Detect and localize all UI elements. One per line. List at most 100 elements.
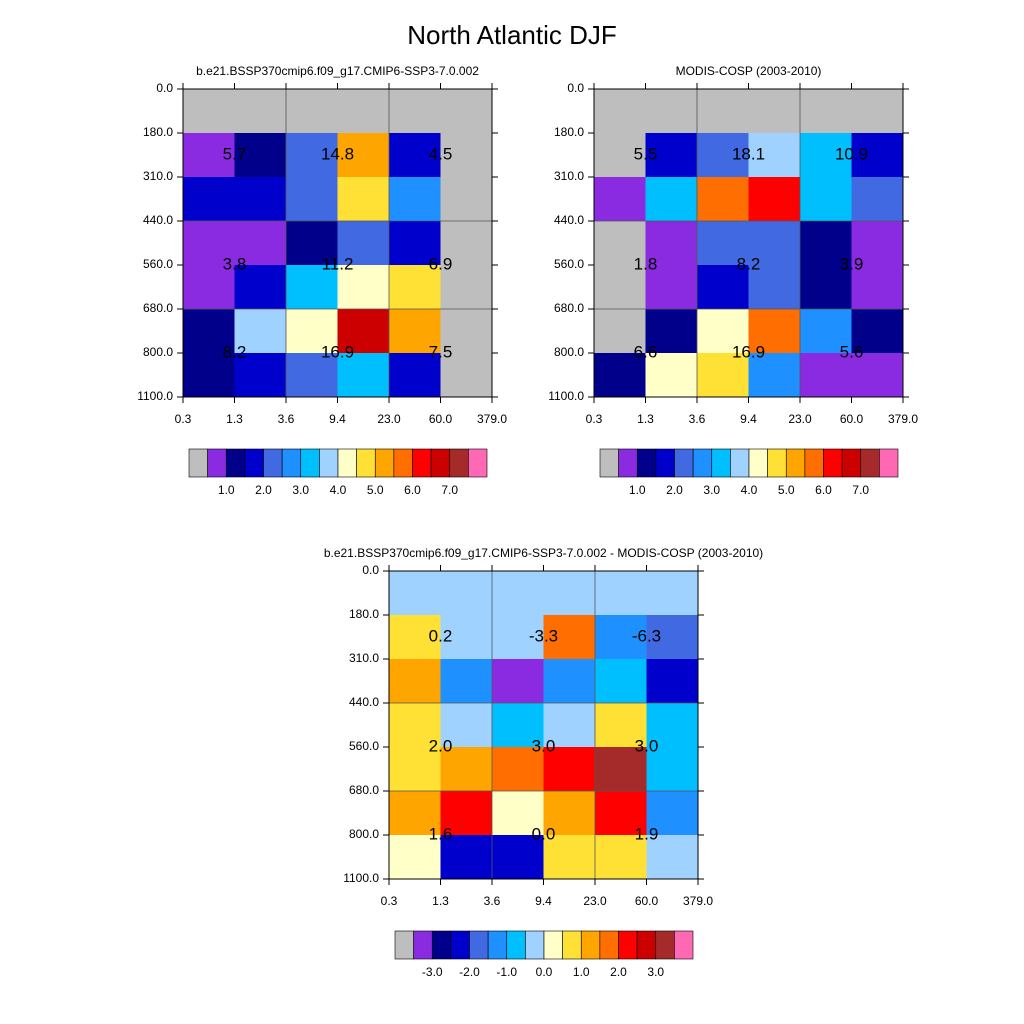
y-tick-label: 310.0: [143, 169, 173, 183]
y-tick-label: 680.0: [143, 301, 173, 315]
cell: [389, 747, 441, 792]
x-tick-label: 1.3: [637, 412, 654, 426]
cell: [389, 177, 441, 222]
block-label: 3.0: [635, 736, 659, 755]
cell: [543, 791, 596, 836]
y-tick-label: 180.0: [554, 125, 584, 139]
colorbar-box: [599, 448, 619, 478]
colorbar-box: [281, 448, 302, 478]
colorbar-box: [767, 448, 787, 478]
cell: [389, 89, 441, 134]
block-label: 8.2: [223, 342, 247, 361]
x-tick-label: 23.0: [377, 412, 401, 426]
y-tick-label: 1100.0: [137, 389, 173, 403]
colorbar-box: [618, 930, 638, 960]
colorbar-box: [506, 930, 526, 960]
cell: [234, 221, 287, 266]
cell: [594, 309, 646, 354]
block-label: 4.5: [429, 144, 453, 163]
cell: [183, 177, 235, 222]
cell: [440, 309, 493, 354]
colorbar-box: [374, 448, 395, 478]
cell: [286, 309, 338, 354]
colorbar-box: [860, 448, 880, 478]
colorbar-label: 4.0: [330, 483, 347, 497]
cell: [492, 791, 544, 836]
cell: [440, 177, 493, 222]
colorbar-box: [562, 930, 582, 960]
block-label: 11.2: [322, 254, 354, 273]
cell: [389, 791, 441, 836]
colorbar-box: [543, 930, 563, 960]
colorbar-box: [618, 448, 638, 478]
colorbar-box: [636, 930, 657, 960]
cell: [286, 265, 338, 310]
cell: [389, 265, 441, 310]
cell: [646, 835, 699, 880]
y-tick-label: 180.0: [143, 125, 173, 139]
colorbar-box: [730, 448, 750, 478]
cell: [543, 835, 596, 880]
cell: [594, 353, 646, 398]
colorbar-box: [879, 448, 899, 478]
x-tick-label: 60.0: [840, 412, 864, 426]
cell: [492, 571, 544, 616]
colorbar-label: 3.0: [647, 965, 664, 979]
colorbar-box: [263, 448, 283, 478]
colorbar-box: [188, 448, 208, 478]
y-tick-label: 180.0: [349, 607, 379, 621]
colorbar-box: [674, 930, 694, 960]
cell: [594, 265, 646, 310]
y-tick-label: 0.0: [156, 81, 173, 95]
cell: [594, 89, 646, 134]
cell: [440, 615, 493, 660]
cell: [337, 309, 390, 354]
cell: [800, 89, 852, 134]
cell: [800, 221, 852, 266]
block-label: 3.0: [532, 736, 556, 755]
cell: [543, 703, 596, 748]
cell: [645, 309, 698, 354]
cell: [851, 309, 904, 354]
y-tick-label: 680.0: [554, 301, 584, 315]
cell: [234, 353, 287, 398]
y-tick-label: 1100.0: [343, 871, 379, 885]
colorbar-label: 7.0: [441, 483, 458, 497]
x-tick-label: 23.0: [583, 894, 607, 908]
colorbar-box: [449, 448, 469, 478]
cell: [492, 615, 544, 660]
block-label: 1.8: [634, 254, 658, 273]
block-label: 5.6: [840, 342, 864, 361]
cell: [851, 353, 904, 398]
cell: [440, 659, 493, 704]
cell: [543, 659, 596, 704]
cell: [389, 659, 441, 704]
cell: [697, 133, 749, 178]
cell: [183, 89, 235, 134]
colorbar-box: [636, 448, 657, 478]
cell: [543, 571, 596, 616]
cell: [697, 221, 749, 266]
cell: [748, 265, 801, 310]
colorbar-box: [692, 448, 713, 478]
block-label: 16.9: [732, 342, 765, 361]
colorbar-box: [450, 930, 470, 960]
cell: [697, 177, 749, 222]
cell: [337, 177, 390, 222]
cell: [440, 133, 493, 178]
x-tick-label: 23.0: [788, 412, 812, 426]
cell: [595, 703, 647, 748]
cell: [492, 835, 544, 880]
x-tick-label: 1.3: [226, 412, 243, 426]
x-tick-label: 379.0: [683, 894, 713, 908]
block-label: 5.7: [223, 144, 247, 163]
block-label: 18.1: [732, 144, 765, 163]
colorbar-label: 1.0: [218, 483, 235, 497]
cell: [800, 133, 852, 178]
cell: [645, 265, 698, 310]
y-tick-label: 310.0: [554, 169, 584, 183]
block-label: 6.6: [634, 342, 658, 361]
colorbar-box: [748, 448, 768, 478]
cell: [748, 133, 801, 178]
cell: [748, 309, 801, 354]
